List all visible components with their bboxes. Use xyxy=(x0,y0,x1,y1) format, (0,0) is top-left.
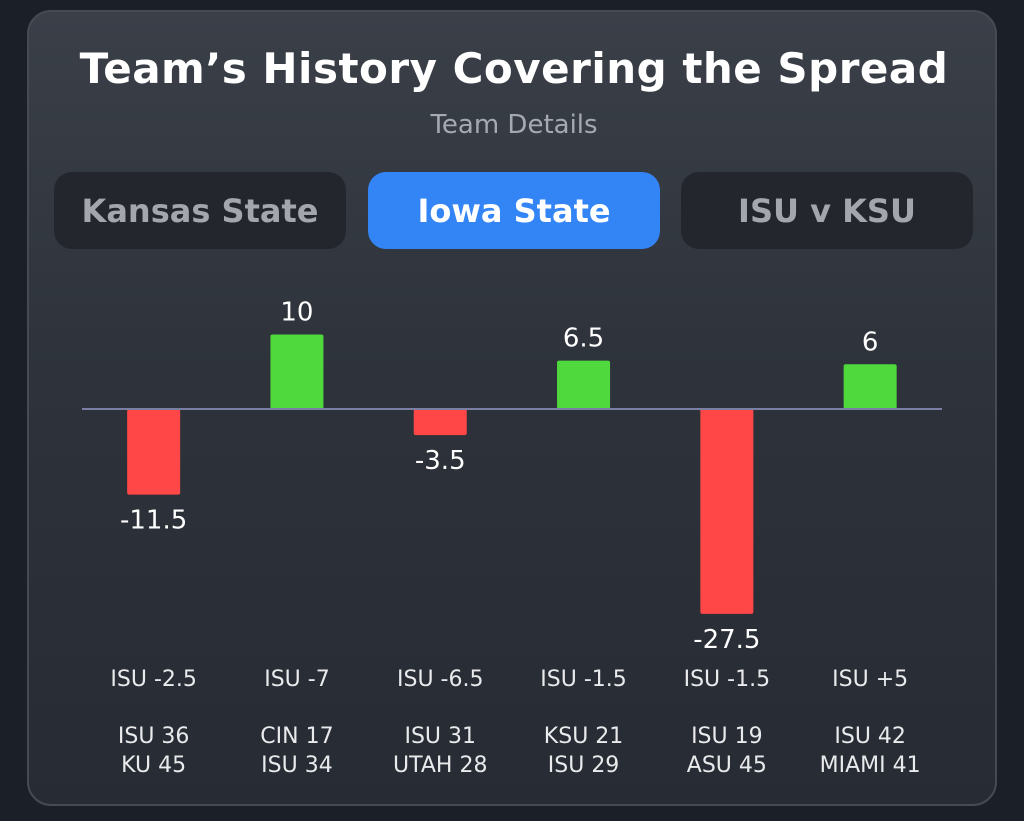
category-label: ISU -6.5 xyxy=(397,667,483,692)
score-line-1: ISU 36 xyxy=(118,724,190,749)
bar xyxy=(413,409,467,436)
data-label: 6 xyxy=(862,327,879,357)
category-label: ISU -7 xyxy=(264,667,329,692)
bar xyxy=(843,364,897,409)
score-line-1: ISU 19 xyxy=(691,724,763,749)
bar xyxy=(270,334,324,409)
data-label: -27.5 xyxy=(693,625,760,655)
category-label: ISU -1.5 xyxy=(684,667,770,692)
data-label: 10 xyxy=(280,298,313,328)
category-label: ISU -1.5 xyxy=(540,667,626,692)
tab-iowa-state[interactable]: Iowa State xyxy=(368,172,660,249)
chart-subtitle: Team Details xyxy=(430,110,598,140)
data-label: -3.5 xyxy=(415,446,466,476)
score-line-1: CIN 17 xyxy=(260,724,333,749)
score-line-2: MIAMI 41 xyxy=(820,753,921,778)
tab-isu-v-ksu[interactable]: ISU v KSU xyxy=(681,172,973,249)
category-label: ISU -2.5 xyxy=(110,667,196,692)
data-label: 6.5 xyxy=(563,324,604,354)
score-line-2: ASU 45 xyxy=(687,753,767,778)
score-line-1: KSU 21 xyxy=(544,724,623,749)
bar xyxy=(557,360,611,409)
score-line-2: KU 45 xyxy=(121,753,186,778)
bar xyxy=(127,409,181,495)
bar xyxy=(700,409,754,614)
chart-title: Team’s History Covering the Spread xyxy=(79,44,949,93)
score-line-2: ISU 34 xyxy=(261,753,333,778)
tab-kansas-state[interactable]: Kansas State xyxy=(54,172,346,249)
score-line-2: UTAH 28 xyxy=(393,753,487,778)
data-label: -11.5 xyxy=(120,506,187,536)
score-line-2: ISU 29 xyxy=(548,753,620,778)
score-line-1: ISU 31 xyxy=(404,724,476,749)
category-label: ISU +5 xyxy=(832,667,908,692)
score-line-1: ISU 42 xyxy=(834,724,906,749)
